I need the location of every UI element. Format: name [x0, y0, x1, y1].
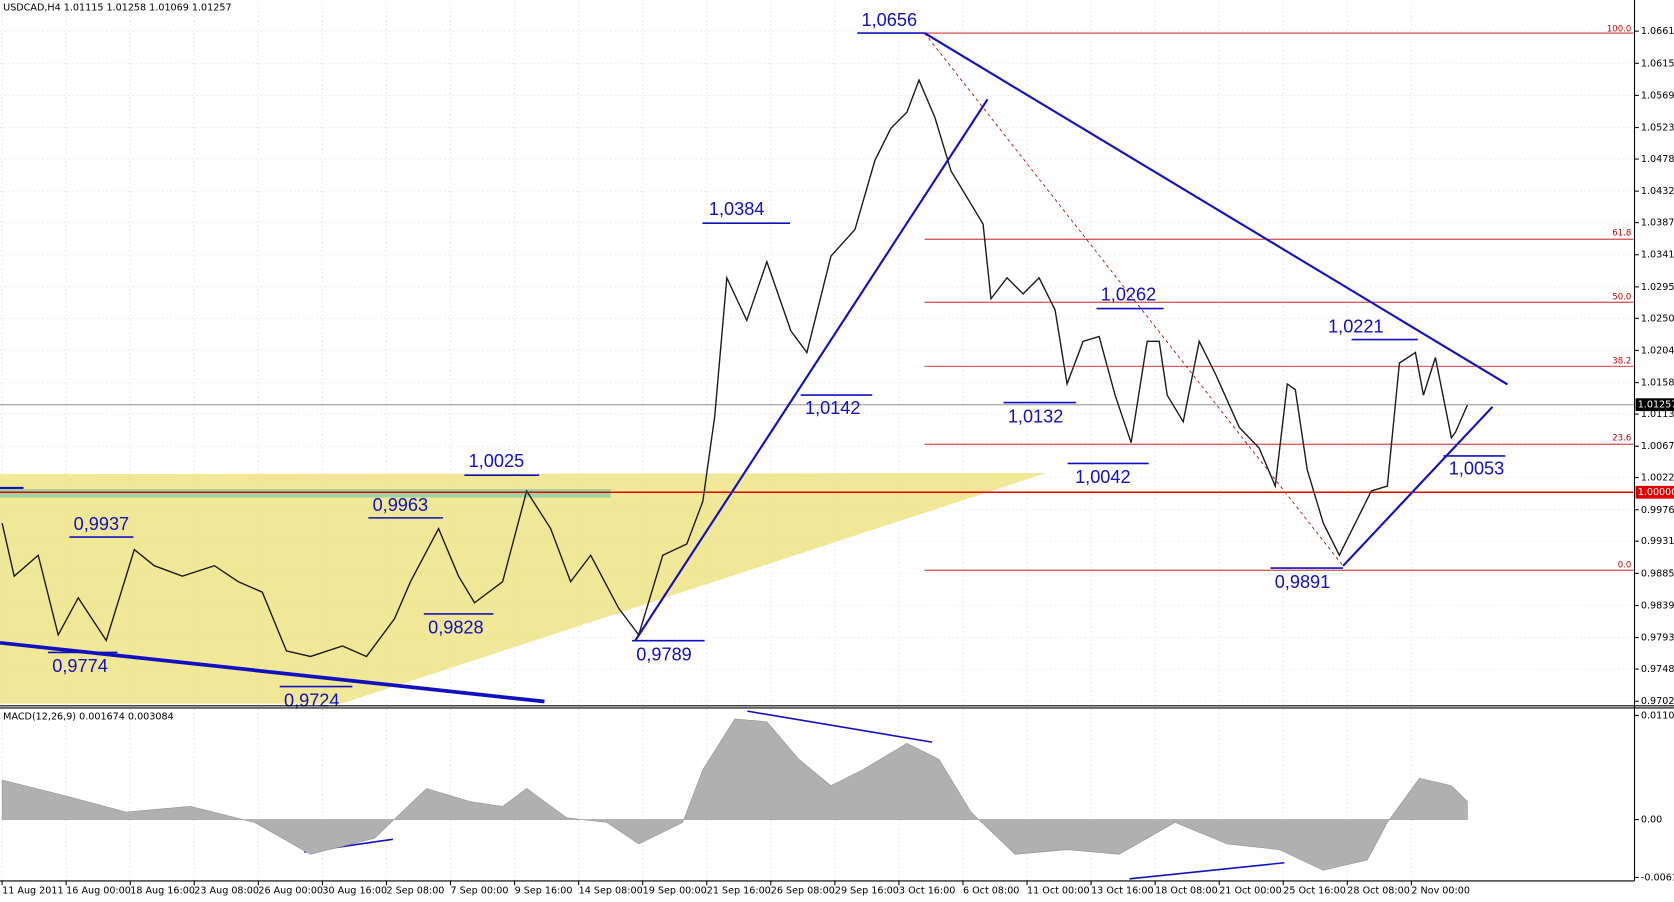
trend-lines — [0, 32, 1509, 880]
fib-label: 61.8 — [1612, 228, 1631, 238]
x-tick-label: 29 Sep 16:00 — [835, 886, 899, 897]
y-tick-label: 1.02500 — [1641, 313, 1674, 324]
x-tick-label: 2 Nov 00:00 — [1411, 886, 1470, 897]
annotation: 0,9828 — [428, 618, 483, 638]
y-tick-label: 1.02040 — [1641, 345, 1674, 356]
annotation: 1,0384 — [709, 199, 764, 219]
y-tick-label: 1.02950 — [1641, 282, 1674, 293]
fib-label: 50.0 — [1612, 292, 1631, 302]
triangle-zone — [0, 473, 1047, 704]
divergence-line — [1129, 861, 1285, 880]
x-tick-label: 7 Sep 00:00 — [451, 886, 509, 897]
y-tick-label: 0.00 — [1641, 815, 1662, 826]
x-tick-label: 11 Aug 2011 — [2, 886, 63, 897]
x-tick-label: 18 Aug 16:00 — [130, 886, 195, 897]
y-tick-label: 1.06150 — [1641, 58, 1674, 69]
divergence-line — [747, 710, 933, 743]
level-label: 1.00000 — [1638, 487, 1674, 498]
y-tick-label: 1.01580 — [1641, 378, 1674, 389]
trend-line — [1342, 406, 1494, 567]
x-tick-label: 30 Aug 16:00 — [322, 886, 387, 897]
x-tick-label: 13 Oct 16:00 — [1091, 886, 1154, 897]
annotation: 0,9724 — [284, 690, 339, 710]
price-label-box — [1635, 398, 1674, 412]
annotation: 0,9963 — [373, 495, 428, 515]
macd-histogram — [1, 718, 1468, 871]
trend-line — [634, 98, 989, 642]
annotation: 1,0053 — [1449, 459, 1504, 479]
annotation: 1,0132 — [1008, 406, 1063, 426]
y-tick-label: 1.04320 — [1641, 186, 1674, 197]
x-tick-label: 16 Aug 00:00 — [66, 886, 131, 897]
y-tick-label: 1.05230 — [1641, 123, 1674, 134]
x-tick-label: 3 Oct 16:00 — [899, 886, 955, 897]
y-tick-label: 1.05690 — [1641, 90, 1674, 101]
x-tick-label: 14 Sep 08:00 — [579, 886, 643, 897]
x-tick-label: 9 Sep 16:00 — [515, 886, 573, 897]
annotation: 1,0042 — [1075, 467, 1130, 487]
x-tick-label: 26 Aug 00:00 — [258, 886, 323, 897]
fib-label: 38.2 — [1612, 356, 1631, 366]
annotation: 1,0142 — [805, 398, 860, 418]
green-band — [0, 489, 611, 498]
annotation: 1,0025 — [469, 451, 524, 471]
x-tick-label: 6 Oct 08:00 — [963, 886, 1019, 897]
x-tick-label: 23 Aug 08:00 — [194, 886, 259, 897]
x-tick-label: 19 Sep 00:00 — [643, 886, 707, 897]
annotation: 0,9937 — [74, 514, 129, 534]
x-tick-label: 11 Oct 00:00 — [1027, 886, 1090, 897]
trend-line — [923, 32, 1509, 386]
x-tick-label: 18 Oct 08:00 — [1155, 886, 1218, 897]
chart-title: USDCAD,H4 1.01115 1.01258 1.01069 1.0125… — [3, 2, 231, 13]
x-tick-label: 21 Sep 16:00 — [707, 886, 771, 897]
x-tick-label: 21 Oct 00:00 — [1219, 886, 1282, 897]
x-tick-label: 2 Sep 08:00 — [386, 886, 444, 897]
y-tick-label: 1.06610 — [1641, 26, 1674, 37]
x-tick-label: 28 Oct 08:00 — [1347, 886, 1410, 897]
fib-lines — [924, 32, 1634, 571]
x-tick-label: 25 Oct 16:00 — [1283, 886, 1346, 897]
fib-label: 0.0 — [1618, 560, 1632, 570]
annotation: 0,9891 — [1275, 572, 1330, 592]
price-line — [1, 78, 1469, 658]
fib-diagonal — [924, 32, 1344, 567]
annotation: 0,9789 — [636, 644, 691, 664]
y-tick-label: 1.03870 — [1641, 218, 1674, 229]
x-tick-label: 26 Sep 08:00 — [771, 886, 835, 897]
annotation: 0,9774 — [52, 656, 107, 676]
annotation: 1,0262 — [1101, 285, 1156, 305]
fib-labels: 100.0 61.8 50.0 38.2 23.6 0.0 — [1607, 24, 1631, 570]
y-tick-label: 1.04780 — [1641, 154, 1674, 165]
level-label-box — [1635, 485, 1674, 499]
y-tick-label: 0.011067 — [1641, 710, 1674, 721]
y-tick-label: 1.00670 — [1641, 441, 1674, 452]
y-tick-label: 0.97020 — [1641, 696, 1674, 707]
y-tick-label: -0.00615 — [1641, 872, 1674, 883]
macd-title: MACD(12,26,9) 0.001674 0.003084 — [3, 711, 174, 722]
annotation: 1,0656 — [862, 10, 917, 30]
annotation: 1,0221 — [1328, 317, 1383, 337]
fib-label: 100.0 — [1607, 24, 1631, 34]
fib-label: 23.6 — [1612, 433, 1631, 443]
y-tick-label: 1.03410 — [1641, 250, 1674, 261]
price-label: 1.01257 — [1638, 400, 1674, 411]
y-tick-label: 1.01130 — [1641, 409, 1674, 420]
